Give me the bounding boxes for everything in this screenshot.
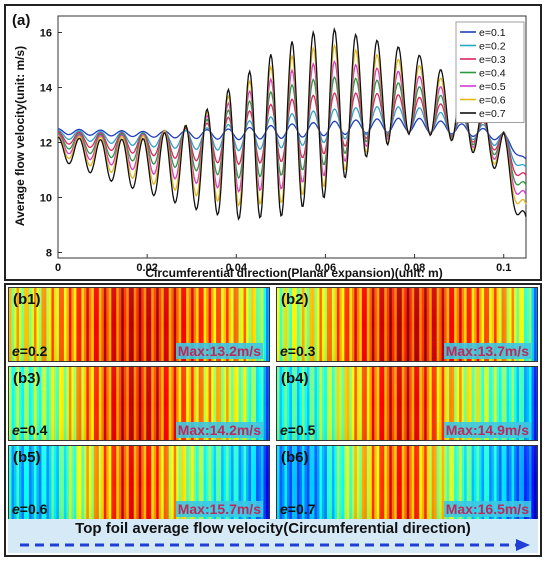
footer-title: Top foil average flow velocity(Circumfer… xyxy=(75,520,471,537)
x-tick-labels: 0 0.02 0.04 0.06 0.08 0.1 xyxy=(55,262,511,274)
direction-arrow-icon xyxy=(20,539,530,551)
heatmap-label: (b3) xyxy=(13,370,41,387)
eccentricity-value: =0.7 xyxy=(287,501,316,517)
heatmap-field xyxy=(9,367,269,440)
eccentricity-symbol: e xyxy=(12,422,20,438)
y-tick-label: 10 xyxy=(40,193,52,205)
max-velocity-label: Max:13.7m/s xyxy=(443,343,531,359)
eccentricity-value: =0.4 xyxy=(19,422,48,438)
max-velocity-label: Max:16.5m/s xyxy=(443,501,531,517)
y-tick-label: 8 xyxy=(46,248,52,260)
heatmap-4: (b4) e=0.5 Max:14.9m/s xyxy=(276,366,538,441)
x-tick-label: 0 xyxy=(55,262,61,274)
eccentricity-symbol: e xyxy=(12,343,20,359)
y-tick-label: 14 xyxy=(40,83,53,95)
heatmap-5: (b5) e=0.6 Max:15.7m/s xyxy=(8,445,270,520)
x-tick-label: 0.04 xyxy=(226,262,248,274)
eccentricity-symbol: e xyxy=(280,422,288,438)
legend-entry: e=0.4 xyxy=(479,68,506,80)
x-tick-label: 0.08 xyxy=(404,262,425,274)
heatmap-field xyxy=(9,288,269,361)
heatmap-label: (b4) xyxy=(281,370,309,387)
y-tick-label: 16 xyxy=(40,28,52,40)
heatmap-label: (b6) xyxy=(281,449,309,466)
line-chart-panel: (a) 0 0.02 0.04 0.06 0.08 0.1 8 10 12 14 16 Avera… xyxy=(4,4,542,281)
eccentricity-symbol: e xyxy=(12,501,20,517)
eccentricity-value: =0.2 xyxy=(19,343,48,359)
x-tick-label: 0.06 xyxy=(315,262,336,274)
eccentricity-label: e=0.5 xyxy=(280,422,315,438)
legend-entry: e=0.3 xyxy=(479,54,506,66)
heatmap-label: (b1) xyxy=(13,291,41,308)
footer-caption: Top foil average flow velocity(Circumfer… xyxy=(8,519,538,553)
heatmap-3: (b3) e=0.4 Max:14.2m/s xyxy=(8,366,270,441)
eccentricity-label: e=0.6 xyxy=(12,501,47,517)
x-axis-label: Circumferential direction(Planar expansi… xyxy=(145,266,442,279)
heatmap-field xyxy=(277,367,537,440)
x-tick-label: 0.02 xyxy=(136,262,157,274)
legend-entry: e=0.2 xyxy=(479,41,506,53)
chart-legend: e=0.1 e=0.2e=0.3 e=0.4e=0.5 e=0.6e=0.7 xyxy=(455,21,525,123)
eccentricity-symbol: e xyxy=(280,343,288,359)
eccentricity-label: e=0.4 xyxy=(12,422,47,438)
heatmap-6: (b6) e=0.7 Max:16.5m/s xyxy=(276,445,538,520)
arrow-head xyxy=(516,539,530,551)
heatmap-field xyxy=(9,446,269,519)
eccentricity-value: =0.5 xyxy=(287,422,316,438)
panel-label-a: (a) xyxy=(12,12,30,29)
heatmap-2: (b2) e=0.3 Max:13.7m/s xyxy=(276,287,538,362)
y-tick-label: 12 xyxy=(40,138,52,150)
legend-entry: e=0.7 xyxy=(479,108,506,120)
eccentricity-label: e=0.7 xyxy=(280,501,315,517)
max-velocity-label: Max:15.7m/s xyxy=(175,501,263,517)
legend-entry: e=0.6 xyxy=(479,95,506,107)
y-axis-label: Average flow velocity(unit: m/s) xyxy=(13,46,27,226)
legend-entry: e=0.1 xyxy=(479,27,506,39)
y-tick-labels: 8 10 12 14 16 xyxy=(40,28,53,260)
x-tick-label: 0.1 xyxy=(496,262,511,274)
heatmap-1: (b1) e=0.2 Max:13.2m/s xyxy=(8,287,270,362)
heatmap-field xyxy=(277,446,537,519)
chart-series-group xyxy=(57,27,527,221)
max-velocity-label: Max:13.2m/s xyxy=(175,343,263,359)
eccentricity-symbol: e xyxy=(280,501,288,517)
eccentricity-label: e=0.3 xyxy=(280,343,315,359)
series-line-7 xyxy=(57,27,527,221)
heatmap-label: (b2) xyxy=(281,291,309,308)
heatmap-label: (b5) xyxy=(13,449,41,466)
eccentricity-value: =0.6 xyxy=(19,501,48,517)
max-velocity-label: Max:14.2m/s xyxy=(175,422,263,438)
eccentricity-value: =0.3 xyxy=(287,343,316,359)
eccentricity-label: e=0.2 xyxy=(12,343,47,359)
heatmap-panel: (b1) e=0.2 Max:13.2m/s (b2) e=0.3 Max:13.7m/s… xyxy=(4,283,542,557)
legend-entry: e=0.5 xyxy=(479,81,506,93)
line-chart: (a) 0 0.02 0.04 0.06 0.08 0.1 8 10 12 14 16 Avera… xyxy=(12,12,527,280)
max-velocity-label: Max:14.9m/s xyxy=(443,422,531,438)
